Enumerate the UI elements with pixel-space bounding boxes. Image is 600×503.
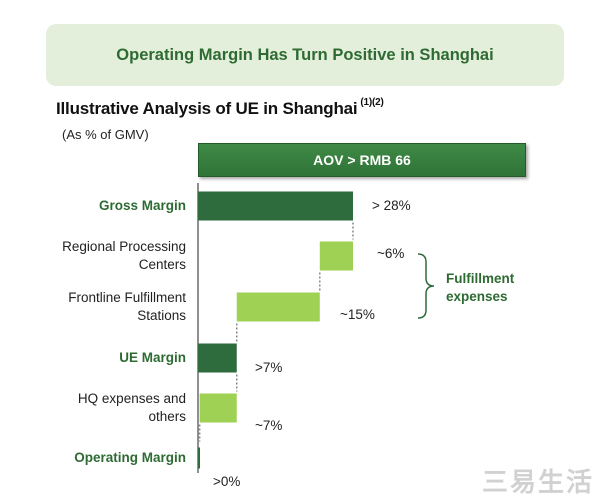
value-label-5: >0% — [213, 474, 241, 489]
category-label-0: Gross Margin — [99, 197, 186, 215]
bar-4 — [199, 393, 237, 423]
bar-5 — [198, 447, 200, 469]
value-label-1: ~6% — [377, 246, 405, 261]
category-label-0-line-0: Gross Margin — [98, 198, 186, 213]
category-label-3: UE Margin — [119, 349, 186, 367]
value-label-2: ~15% — [340, 307, 375, 322]
fulfillment-label-line-2: expenses — [446, 289, 508, 304]
fulfillment-bracket-label: Fulfillment expenses — [446, 270, 514, 306]
watermark: 三易生活 — [481, 467, 594, 497]
bar-1 — [319, 241, 353, 271]
category-label-2: Frontline Fulfillment Stations — [68, 289, 186, 325]
banner-title: Operating Margin Has Turn Positive in Sh… — [116, 45, 494, 64]
fulfillment-bracket — [417, 253, 435, 319]
category-label-4-line-1: others — [148, 409, 186, 424]
aov-label: AOV > RMB 66 — [313, 152, 411, 168]
subtitle-footnote: (1)(2) — [360, 97, 384, 109]
title-banner: Operating Margin Has Turn Positive in Sh… — [46, 24, 564, 86]
unit-note: (As % of GMV) — [62, 127, 149, 142]
category-label-5: Operating Margin — [74, 449, 186, 467]
category-label-5-line-0: Operating Margin — [74, 450, 186, 465]
bar-3 — [198, 343, 237, 373]
fulfillment-label-line-1: Fulfillment — [446, 271, 515, 286]
category-label-4: HQ expenses and others — [78, 390, 186, 426]
value-label-3: >7% — [255, 360, 283, 375]
bar-2 — [236, 292, 320, 322]
category-label-2-line-0: Frontline Fulfillment — [68, 290, 186, 305]
aov-header: AOV > RMB 66 — [198, 143, 526, 177]
category-label-1: Regional Processing Centers — [62, 238, 186, 274]
category-label-2-line-1: Stations — [137, 308, 186, 323]
category-label-3-line-0: UE Margin — [119, 350, 186, 365]
category-label-1-line-0: Regional Processing — [62, 239, 186, 254]
chart-subtitle: Illustrative Analysis of UE in Shanghai(… — [56, 97, 384, 119]
category-label-1-line-1: Centers — [138, 257, 186, 272]
bar-0 — [198, 191, 353, 221]
value-label-0: > 28% — [372, 198, 411, 213]
value-label-4: ~7% — [255, 418, 283, 433]
subtitle-text: Illustrative Analysis of UE in Shanghai — [56, 99, 358, 118]
category-label-4-line-0: HQ expenses and — [77, 391, 186, 406]
